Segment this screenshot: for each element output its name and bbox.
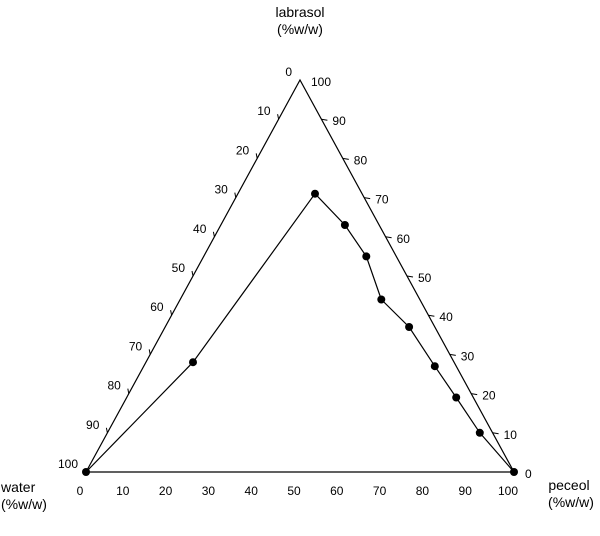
- peceol-axis-label: peceol: [548, 477, 589, 493]
- tick-label-water: 20: [482, 389, 496, 403]
- tick-label-water: 70: [375, 193, 389, 207]
- tick-mark-labrasol: [105, 427, 108, 433]
- triangle-outline: [84, 78, 516, 473]
- tick-mark-water: [406, 275, 414, 278]
- tick-label-labrasol: 30: [214, 183, 228, 197]
- data-point: [510, 468, 518, 476]
- data-point: [340, 221, 349, 229]
- tick-label-peceol: 40: [245, 484, 259, 498]
- labrasol-axis-label: labrasol: [275, 4, 324, 20]
- tick-mark-water: [428, 314, 435, 317]
- tick-label-water: 90: [332, 114, 346, 128]
- triangle-frame: [84, 78, 516, 473]
- tick-label-water: 100: [311, 75, 331, 89]
- tick-label-labrasol: 100: [58, 457, 78, 471]
- data-point: [452, 393, 461, 402]
- tick-label-water: 40: [439, 310, 453, 324]
- tick-label-labrasol: 50: [172, 261, 186, 275]
- tick-mark-water: [342, 157, 349, 160]
- tick-mark-labrasol: [277, 114, 280, 120]
- tick-labels: 0 10 20 30 40 50 60 70 80 90 100010203040506070809…: [58, 65, 532, 498]
- tick-label-peceol: 70: [373, 484, 387, 498]
- tick-mark-water: [492, 432, 499, 435]
- tick-label-labrasol: 90: [86, 418, 100, 432]
- tick-mark-labrasol: [191, 270, 194, 277]
- labrasol-axis-unit: (%w/w): [277, 21, 323, 37]
- water-axis-label: water: [0, 479, 36, 495]
- tick-label-labrasol: 60: [150, 300, 164, 314]
- tick-label-water: 30: [461, 349, 475, 363]
- tick-label-water: 60: [397, 232, 411, 246]
- tick-mark-labrasol: [170, 310, 173, 316]
- tick-label-labrasol: 20: [236, 143, 250, 157]
- data-series: [82, 189, 518, 476]
- series-line: [85, 192, 515, 473]
- tick-label-peceol: 10: [116, 484, 130, 498]
- peceol-axis-unit: (%w/w): [548, 494, 594, 510]
- tick-mark-water: [321, 118, 328, 121]
- data-point: [189, 358, 197, 367]
- water-axis-unit: (%w/w): [1, 496, 47, 512]
- tick-label-peceol: 60: [330, 484, 344, 498]
- data-point: [82, 468, 90, 476]
- tick-label-water: 80: [354, 153, 368, 167]
- tick-label-peceol: 0: [77, 484, 84, 498]
- tick-label-labrasol: 70: [129, 339, 143, 353]
- tick-mark-water: [449, 353, 456, 356]
- data-point: [362, 252, 371, 261]
- tick-mark-water: [471, 393, 478, 396]
- tick-label-peceol: 90: [459, 484, 473, 498]
- data-point: [430, 362, 439, 371]
- tick-label-labrasol: 0: [285, 65, 292, 79]
- tick-label-peceol: 20: [159, 484, 173, 498]
- tick-label-labrasol: 80: [107, 379, 121, 393]
- tick-mark-labrasol: [255, 153, 258, 159]
- tick-mark-water: [364, 197, 371, 200]
- tick-label-water: 50: [418, 271, 432, 285]
- tick-label-peceol: 80: [416, 484, 430, 498]
- data-point: [377, 295, 386, 304]
- data-point: [311, 189, 319, 198]
- tick-mark-labrasol: [148, 349, 151, 355]
- tick-mark-labrasol: [234, 192, 237, 198]
- tick-label-water: 10: [504, 428, 518, 442]
- tick-label-peceol: 30: [202, 484, 216, 498]
- tick-mark-labrasol: [127, 388, 130, 394]
- data-point: [475, 428, 484, 437]
- tick-label-peceol: 50: [287, 484, 301, 498]
- tick-marks: [105, 114, 499, 435]
- data-point: [405, 323, 414, 331]
- tick-label-peceol: 100: [498, 484, 518, 498]
- tick-mark-water: [385, 236, 392, 239]
- tick-label-water: 0: [525, 467, 532, 481]
- tick-label-labrasol: 40: [193, 222, 207, 236]
- tick-label-labrasol: 10: [257, 104, 271, 118]
- tick-mark-labrasol: [212, 231, 215, 237]
